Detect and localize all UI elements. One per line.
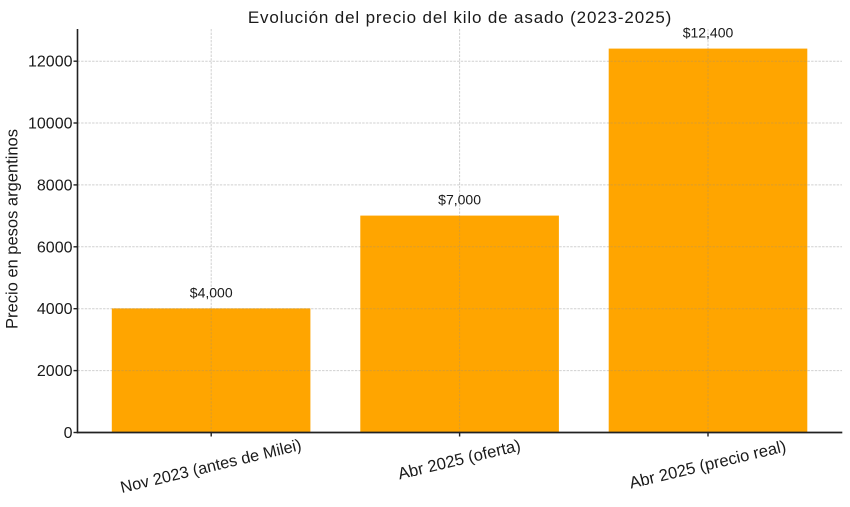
svg-text:$12,400: $12,400	[683, 24, 734, 40]
svg-text:6000: 6000	[37, 239, 73, 256]
svg-text:2000: 2000	[37, 363, 73, 380]
svg-text:8000: 8000	[37, 177, 73, 194]
svg-text:$7,000: $7,000	[438, 192, 481, 208]
svg-text:0: 0	[64, 425, 73, 442]
svg-text:Evolución del precio del kilo: Evolución del precio del kilo de asado (…	[248, 8, 672, 27]
svg-text:12000: 12000	[28, 54, 73, 71]
svg-text:10000: 10000	[28, 116, 73, 133]
svg-text:Precio en pesos argentinos: Precio en pesos argentinos	[4, 129, 22, 329]
svg-text:4000: 4000	[37, 301, 73, 318]
svg-text:$4,000: $4,000	[190, 284, 233, 300]
